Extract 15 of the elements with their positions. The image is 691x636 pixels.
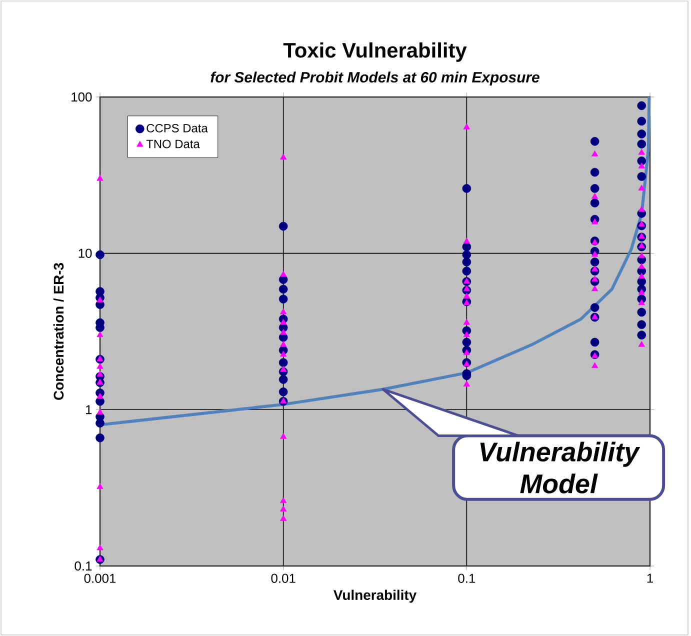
legend-label: CCPS Data xyxy=(146,124,208,132)
chart-subtitle: for Selected Probit Models at 60 min Exposure xyxy=(210,72,540,86)
y-axis-title: Concentration / ER-3 xyxy=(53,263,64,400)
y-tick-label: 0.1 xyxy=(74,561,92,571)
y-tick-label: 10 xyxy=(78,248,92,258)
legend-label: TNO Data xyxy=(146,140,200,148)
chart-title: Toxic Vulnerability xyxy=(283,42,467,62)
x-tick-label: 0.001 xyxy=(84,574,116,583)
x-tick-label: 0.1 xyxy=(458,574,476,583)
x-tick-label: 0.01 xyxy=(271,574,296,583)
x-axis-title: Vulnerability xyxy=(334,590,417,603)
annotation: Vulnerability Model xyxy=(480,442,640,494)
y-tick-label: 100 xyxy=(72,92,92,102)
y-tick-label: 1 xyxy=(86,405,92,414)
x-tick-label: 1 xyxy=(647,574,653,583)
